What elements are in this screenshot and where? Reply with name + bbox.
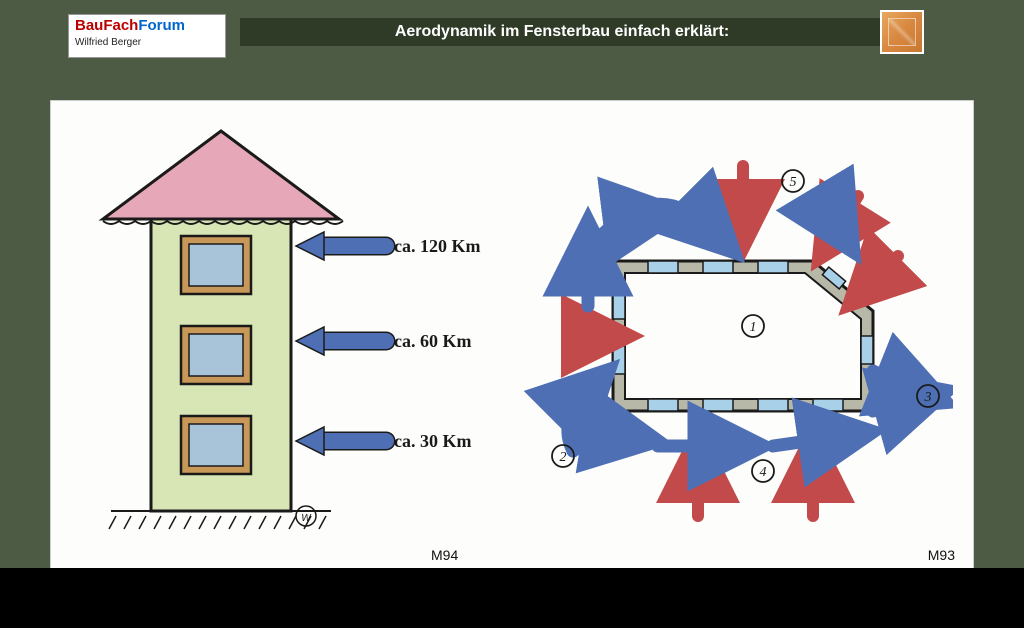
logo-author: Wilfried Berger — [75, 37, 219, 48]
logo-part-red: BauFach — [75, 17, 138, 34]
caption-left: M94 — [431, 547, 458, 563]
svg-text:1: 1 — [750, 320, 757, 335]
svg-text:ca. 120 Km: ca. 120 Km — [394, 236, 480, 256]
svg-text:2: 2 — [560, 450, 567, 465]
logo-box: BauFachForum Wilfried Berger — [68, 14, 226, 58]
caption-right: M93 — [928, 547, 955, 563]
svg-text:4: 4 — [760, 465, 767, 480]
page-title: Aerodynamik im Fensterbau einfach erklär… — [240, 18, 884, 46]
slide-page: BauFachForum Wilfried Berger Aerodynamik… — [0, 0, 1024, 628]
windows — [181, 236, 251, 474]
logo-part-blue: Forum — [138, 17, 185, 34]
svg-text:3: 3 — [924, 390, 932, 405]
svg-text:ca. 30 Km: ca. 30 Km — [394, 431, 471, 451]
svg-text:W: W — [301, 513, 312, 524]
svg-text:ca. 60 Km: ca. 60 Km — [394, 331, 471, 351]
bottom-strip — [0, 568, 1024, 628]
house-elevation-svg: W ca. 120 Km ca. 60 Km ca. 30 Km — [81, 121, 501, 551]
plan-airflow-svg: 1 2 3 4 5 — [503, 121, 953, 551]
logo-title: BauFachForum — [75, 18, 219, 35]
content-panel: W ca. 120 Km ca. 60 Km ca. 30 Km — [50, 100, 974, 570]
right-diagram: 1 2 3 4 5 — [503, 121, 953, 551]
left-diagram: W ca. 120 Km ca. 60 Km ca. 30 Km — [81, 121, 501, 551]
thumbnail-icon — [880, 10, 924, 54]
svg-text:5: 5 — [790, 175, 797, 190]
